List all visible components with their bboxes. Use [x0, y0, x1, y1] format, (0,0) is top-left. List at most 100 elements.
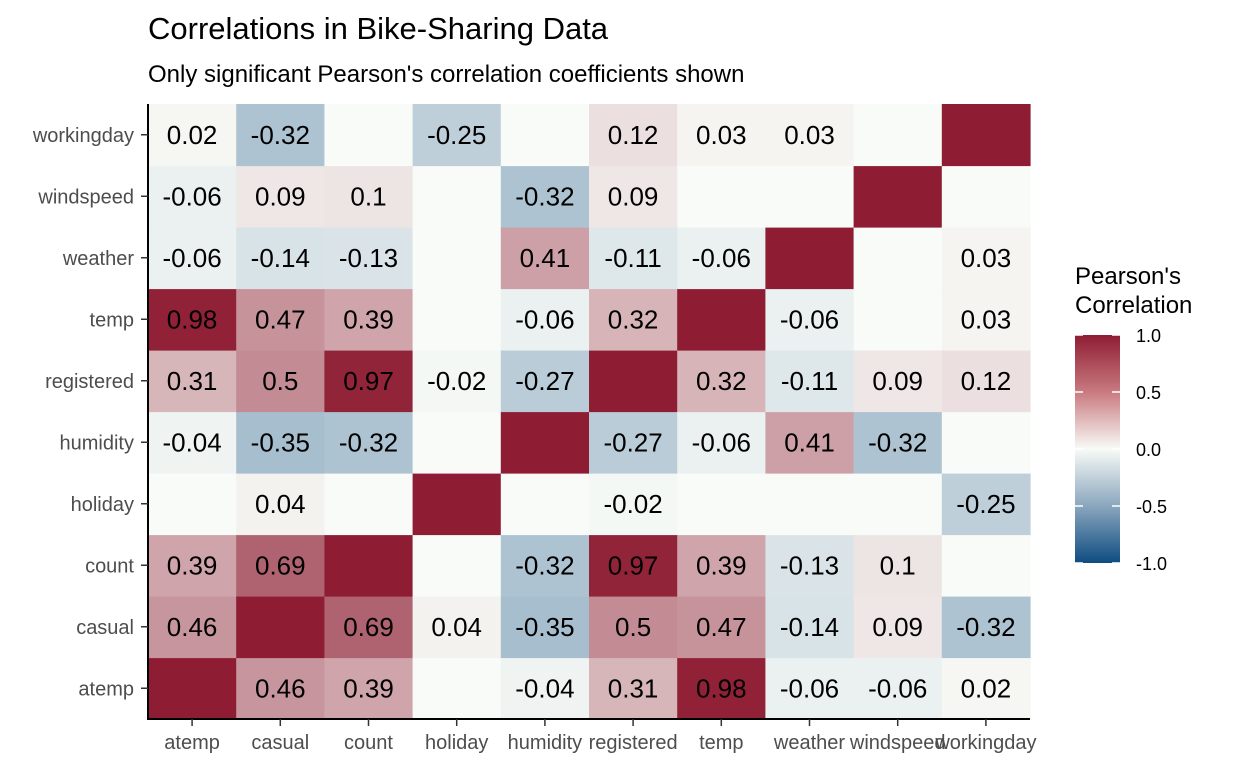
- cell-label-temp-weather: -0.06: [692, 243, 751, 273]
- cell-label-humidity-count: -0.32: [515, 550, 574, 580]
- cell-workingday-holiday: [941, 473, 1031, 536]
- cell-atemp-weather: [148, 227, 237, 290]
- cell-label-temp-atemp: 0.98: [696, 673, 747, 703]
- cell-label-casual-holiday: 0.04: [255, 489, 306, 519]
- cell-temp-registered: [677, 350, 766, 413]
- cell-temp-workingday: [677, 104, 766, 167]
- y-tick-label-humidity: humidity: [60, 432, 134, 454]
- cell-count-count: [324, 534, 414, 597]
- cell-holiday-temp: [412, 288, 502, 351]
- cell-label-registered-count: 0.97: [608, 550, 659, 580]
- cell-casual-casual: [236, 596, 325, 659]
- cell-count-weather: [324, 227, 414, 290]
- chart-subtitle: Only significant Pearson's correlation c…: [148, 61, 744, 88]
- cell-humidity-count: [500, 534, 590, 597]
- cell-windspeed-windspeed: [853, 165, 943, 228]
- cell-windspeed-holiday: [853, 473, 943, 536]
- cell-weather-temp: [765, 288, 855, 351]
- y-tick-label-temp: temp: [90, 309, 134, 331]
- cell-count-registered: [324, 350, 414, 413]
- cell-label-count-casual: 0.69: [343, 612, 394, 642]
- y-tick-label-workingday: workingday: [32, 125, 134, 147]
- cell-label-count-registered: 0.97: [343, 366, 394, 396]
- legend-tick-label-4: -1.0: [1136, 554, 1167, 574]
- cell-label-casual-windspeed: 0.09: [255, 181, 306, 211]
- legend-tick-label-0: 1.0: [1136, 326, 1161, 346]
- cell-label-holiday-casual: 0.04: [431, 612, 482, 642]
- cell-registered-count: [589, 534, 678, 597]
- cell-count-casual: [324, 596, 414, 659]
- cell-registered-casual: [589, 596, 678, 659]
- cell-registered-humidity: [589, 411, 678, 474]
- cell-weather-weather: [765, 227, 855, 290]
- cell-label-weather-casual: -0.14: [780, 612, 839, 642]
- x-tick-label-count: count: [344, 732, 393, 754]
- x-tick-label-registered: registered: [589, 732, 678, 754]
- cell-humidity-workingday: [500, 104, 590, 167]
- cell-humidity-temp: [500, 288, 590, 351]
- cell-count-humidity: [324, 411, 414, 474]
- cell-weather-workingday: [765, 104, 855, 167]
- legend-tick-label-2: 0.0: [1136, 440, 1161, 460]
- x-tick-label-casual: casual: [251, 732, 309, 754]
- cell-count-workingday: [324, 104, 414, 167]
- cell-holiday-count: [412, 534, 502, 597]
- cell-windspeed-count: [853, 534, 943, 597]
- cell-label-weather-temp: -0.06: [780, 304, 839, 334]
- cell-temp-casual: [677, 596, 766, 659]
- cell-windspeed-casual: [853, 596, 943, 659]
- cell-label-atemp-workingday: 0.02: [167, 120, 218, 150]
- cell-label-windspeed-atemp: -0.06: [868, 673, 927, 703]
- cell-label-casual-registered: 0.5: [262, 366, 298, 396]
- cell-temp-humidity: [677, 411, 766, 474]
- x-tick-label-workingday: workingday: [934, 732, 1036, 754]
- cell-casual-registered: [236, 350, 325, 413]
- cell-label-registered-casual: 0.5: [615, 612, 651, 642]
- cell-weather-humidity: [765, 411, 855, 474]
- cell-holiday-registered: [412, 350, 502, 413]
- cell-humidity-holiday: [500, 473, 590, 536]
- cell-weather-registered: [765, 350, 855, 413]
- cell-label-temp-registered: 0.32: [696, 366, 747, 396]
- cell-label-count-humidity: -0.32: [339, 427, 398, 457]
- cell-windspeed-registered: [853, 350, 943, 413]
- cell-temp-holiday: [677, 473, 766, 536]
- cell-casual-windspeed: [236, 165, 325, 228]
- cell-registered-weather: [589, 227, 678, 290]
- cell-label-temp-count: 0.39: [696, 550, 747, 580]
- cell-atemp-temp: [148, 288, 237, 351]
- cell-label-atemp-registered: 0.31: [167, 366, 218, 396]
- cell-windspeed-workingday: [853, 104, 943, 167]
- legend-ticks: 1.0 0.5 0.0 -0.5 -1.0: [1075, 326, 1167, 574]
- cell-label-holiday-registered: -0.02: [427, 366, 486, 396]
- cell-holiday-windspeed: [412, 165, 502, 228]
- cell-label-humidity-windspeed: -0.32: [515, 181, 574, 211]
- cell-humidity-casual: [500, 596, 590, 659]
- heatmap-cell-labels: 0.46 0.39 -0.04 0.31 0.98 -0.06 -0.06 0.02 0.46 0…: [162, 120, 1015, 704]
- legend-title-line-1: Pearson's: [1075, 263, 1181, 290]
- cell-registered-workingday: [589, 104, 678, 167]
- cell-casual-humidity: [236, 411, 325, 474]
- cell-label-windspeed-registered: 0.09: [872, 366, 923, 396]
- legend-title-line-2: Correlation: [1075, 292, 1192, 319]
- cell-temp-weather: [677, 227, 766, 290]
- y-tick-label-atemp: atemp: [78, 678, 134, 700]
- x-tick-label-windspeed: windspeed: [849, 732, 946, 754]
- cell-label-casual-workingday: -0.32: [251, 120, 310, 150]
- cell-windspeed-weather: [853, 227, 943, 290]
- cell-casual-atemp: [236, 657, 325, 720]
- cell-casual-count: [236, 534, 325, 597]
- cell-count-windspeed: [324, 165, 414, 228]
- cell-atemp-count: [148, 534, 237, 597]
- cell-label-workingday-temp: 0.03: [961, 304, 1012, 334]
- cell-label-casual-atemp: 0.46: [255, 673, 306, 703]
- y-tick-label-casual: casual: [76, 617, 134, 639]
- cell-workingday-count: [941, 534, 1031, 597]
- cell-label-weather-registered: -0.11: [781, 366, 838, 396]
- cell-atemp-humidity: [148, 411, 237, 474]
- x-tick-label-holiday: holiday: [425, 732, 488, 754]
- cell-label-weather-humidity: 0.41: [784, 427, 835, 457]
- cell-windspeed-humidity: [853, 411, 943, 474]
- cell-workingday-weather: [941, 227, 1031, 290]
- cell-label-windspeed-casual: 0.09: [872, 612, 923, 642]
